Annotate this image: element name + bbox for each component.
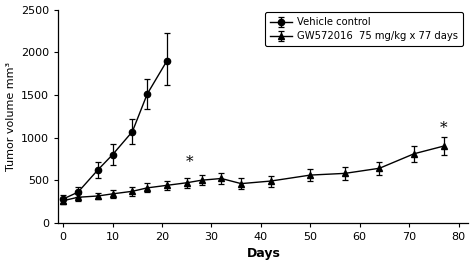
Y-axis label: Tumor volume mm³: Tumor volume mm³	[6, 62, 16, 171]
Text: *: *	[185, 155, 193, 169]
Legend: Vehicle control, GW572016  75 mg/kg x 77 days: Vehicle control, GW572016 75 mg/kg x 77 …	[265, 13, 464, 47]
X-axis label: Days: Days	[246, 247, 280, 260]
Text: *: *	[440, 121, 447, 135]
